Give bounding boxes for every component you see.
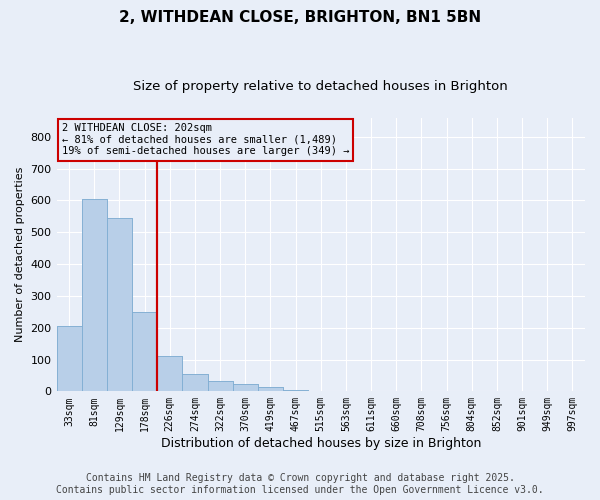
Bar	[258, 386, 283, 392]
Bar	[56, 326, 82, 392]
X-axis label: Distribution of detached houses by size in Brighton: Distribution of detached houses by size …	[161, 437, 481, 450]
Y-axis label: Number of detached properties: Number of detached properties	[15, 167, 25, 342]
Bar	[107, 218, 132, 392]
Bar	[132, 312, 157, 392]
Bar	[283, 390, 308, 392]
Text: 2, WITHDEAN CLOSE, BRIGHTON, BN1 5BN: 2, WITHDEAN CLOSE, BRIGHTON, BN1 5BN	[119, 10, 481, 25]
Bar	[157, 356, 182, 392]
Bar	[157, 356, 182, 392]
Bar	[182, 374, 208, 392]
Bar	[208, 381, 233, 392]
Bar	[82, 199, 107, 392]
Bar	[308, 390, 334, 392]
Bar	[359, 390, 383, 392]
Bar	[132, 312, 157, 392]
Bar	[182, 374, 208, 392]
Bar	[107, 218, 132, 392]
Bar	[208, 381, 233, 392]
Bar	[82, 199, 107, 392]
Bar	[308, 390, 334, 392]
Bar	[233, 384, 258, 392]
Title: Size of property relative to detached houses in Brighton: Size of property relative to detached ho…	[133, 80, 508, 93]
Bar	[233, 384, 258, 392]
Bar	[359, 390, 383, 392]
Bar	[56, 326, 82, 392]
Bar	[283, 390, 308, 392]
Bar	[258, 386, 283, 392]
Text: Contains HM Land Registry data © Crown copyright and database right 2025.
Contai: Contains HM Land Registry data © Crown c…	[56, 474, 544, 495]
Text: 2 WITHDEAN CLOSE: 202sqm
← 81% of detached houses are smaller (1,489)
19% of sem: 2 WITHDEAN CLOSE: 202sqm ← 81% of detach…	[62, 123, 349, 156]
